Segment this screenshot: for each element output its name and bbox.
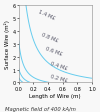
Text: 0.6 M£: 0.6 M£ <box>45 46 63 57</box>
Text: 0.2 M£: 0.2 M£ <box>50 73 68 82</box>
Y-axis label: Surface Wire (m²): Surface Wire (m²) <box>4 20 10 69</box>
X-axis label: Length of Wire (m): Length of Wire (m) <box>30 93 81 98</box>
Text: 0.8 M£: 0.8 M£ <box>40 32 59 43</box>
Text: 1.4 M£: 1.4 M£ <box>37 9 56 21</box>
Text: Magnetic field of 400 kA/m: Magnetic field of 400 kA/m <box>5 107 76 111</box>
Text: 0.4 M£: 0.4 M£ <box>50 60 68 70</box>
